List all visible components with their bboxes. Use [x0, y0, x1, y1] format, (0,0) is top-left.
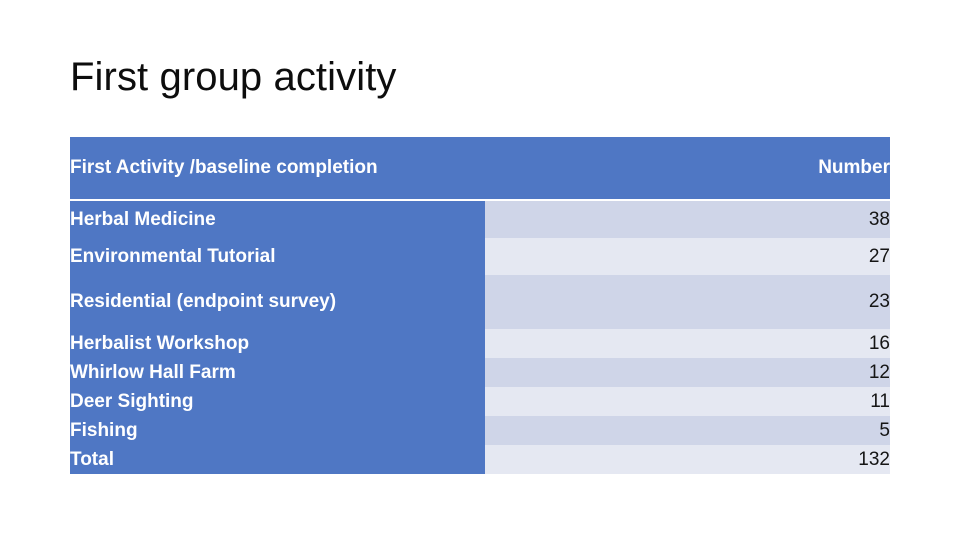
- cell-number: 27: [485, 238, 890, 275]
- cell-activity: Environmental Tutorial: [70, 238, 485, 275]
- table-header-row: First Activity /baseline completion Numb…: [70, 137, 890, 201]
- column-header-activity: First Activity /baseline completion: [70, 137, 485, 201]
- cell-activity: Deer Sighting: [70, 387, 485, 416]
- cell-activity: Total: [70, 445, 485, 474]
- cell-activity: Whirlow Hall Farm: [70, 358, 485, 387]
- activity-table: First Activity /baseline completion Numb…: [70, 137, 890, 474]
- table-row: Residential (endpoint survey) 23: [70, 275, 890, 329]
- cell-number: 132: [485, 445, 890, 474]
- cell-number: 38: [485, 201, 890, 238]
- cell-number: 16: [485, 329, 890, 358]
- table-row: Herbalist Workshop 16: [70, 329, 890, 358]
- table-row: Environmental Tutorial 27: [70, 238, 890, 275]
- cell-number: 5: [485, 416, 890, 445]
- table-row-total: Total 132: [70, 445, 890, 474]
- table-row: Whirlow Hall Farm 12: [70, 358, 890, 387]
- table-row: Herbal Medicine 38: [70, 201, 890, 238]
- cell-activity: Residential (endpoint survey): [70, 275, 485, 329]
- cell-number: 11: [485, 387, 890, 416]
- page-title: First group activity: [70, 55, 397, 99]
- cell-number: 12: [485, 358, 890, 387]
- cell-activity: Fishing: [70, 416, 485, 445]
- cell-number: 23: [485, 275, 890, 329]
- cell-activity: Herbalist Workshop: [70, 329, 485, 358]
- table-row: Fishing 5: [70, 416, 890, 445]
- cell-activity: Herbal Medicine: [70, 201, 485, 238]
- column-header-number: Number: [485, 137, 890, 201]
- table-row: Deer Sighting 11: [70, 387, 890, 416]
